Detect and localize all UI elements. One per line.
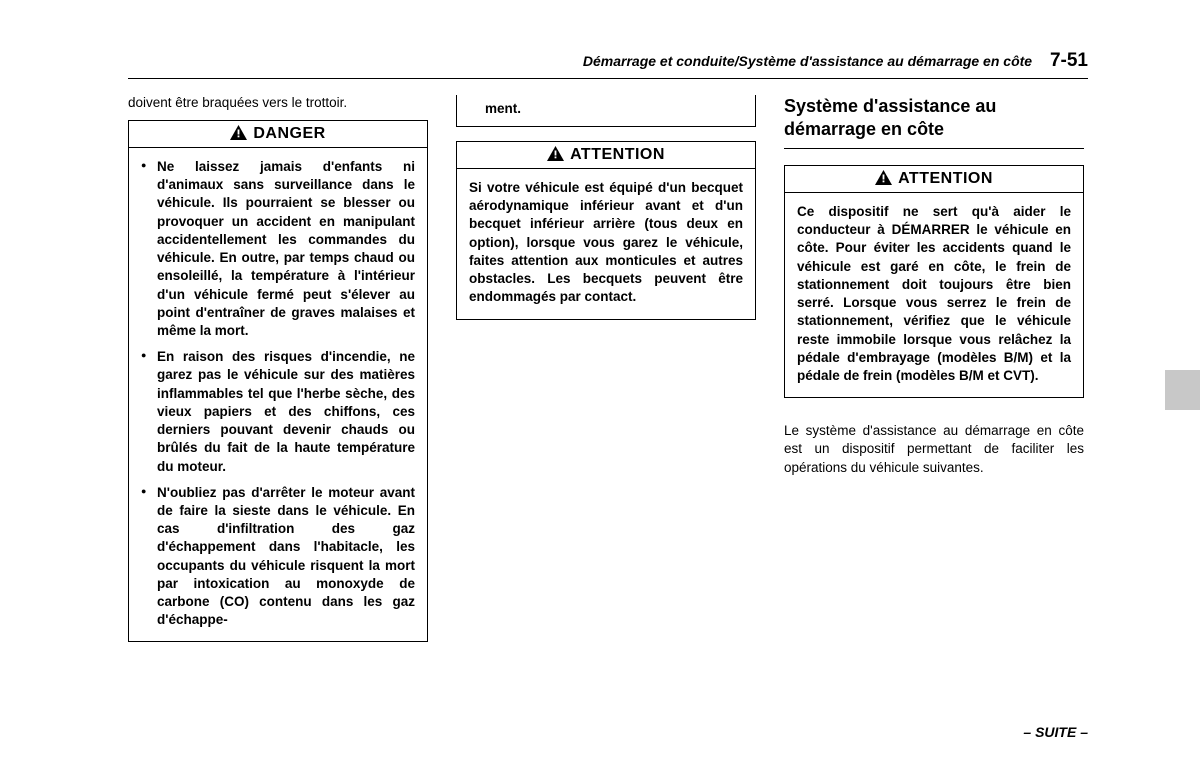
- attention-label: ATTENTION: [570, 146, 665, 163]
- column-3: Système d'assistance au démarrage en côt…: [784, 95, 1084, 656]
- columns: doivent être braquées vers le trottoir. …: [128, 95, 1088, 656]
- danger-list: Ne laissez jamais d'enfants ni d'animaux…: [141, 158, 415, 629]
- danger-body: Ne laissez jamais d'enfants ni d'animaux…: [129, 148, 427, 641]
- attention-title: ATTENTION: [785, 166, 1083, 193]
- section-title: Système d'assistance au démarrage en côt…: [784, 95, 1084, 149]
- attention-body: Ce dispositif ne sert qu'à aider le cond…: [785, 193, 1083, 397]
- thumb-tab: [1165, 370, 1200, 410]
- warning-icon: [875, 170, 892, 185]
- body-paragraph: Le système d'assistance au démarrage en …: [784, 422, 1084, 477]
- breadcrumb: Démarrage et conduite/Système d'assistan…: [583, 53, 1032, 69]
- continuation-text: ment.: [469, 101, 521, 116]
- attention-label: ATTENTION: [898, 170, 993, 187]
- danger-title: DANGER: [129, 121, 427, 148]
- page-number: 7-51: [1050, 50, 1088, 71]
- continue-indicator: – SUITE –: [1023, 724, 1088, 740]
- list-item: Ne laissez jamais d'enfants ni d'animaux…: [141, 158, 415, 340]
- intro-text: doivent être braquées vers le trottoir.: [128, 95, 428, 110]
- attention-body: Si votre véhicule est équipé d'un becque…: [457, 169, 755, 319]
- page-header: Démarrage et conduite/Système d'assistan…: [128, 50, 1088, 79]
- attention-title: ATTENTION: [457, 142, 755, 169]
- warning-icon: [547, 146, 564, 161]
- attention-box-1: ATTENTION Si votre véhicule est équipé d…: [456, 141, 756, 320]
- warning-icon: [230, 125, 247, 140]
- danger-continuation: ment.: [456, 95, 756, 127]
- danger-box: DANGER Ne laissez jamais d'enfants ni d'…: [128, 120, 428, 642]
- list-item: En raison des risques d'incendie, ne gar…: [141, 348, 415, 476]
- column-2: ment. ATTENTION Si votre véhicule est éq…: [456, 95, 756, 656]
- attention-box-2: ATTENTION Ce dispositif ne sert qu'à aid…: [784, 165, 1084, 398]
- page-content: Démarrage et conduite/Système d'assistan…: [128, 50, 1088, 730]
- danger-label: DANGER: [253, 125, 325, 142]
- column-1: doivent être braquées vers le trottoir. …: [128, 95, 428, 656]
- list-item: N'oubliez pas d'arrêter le moteur avant …: [141, 484, 415, 630]
